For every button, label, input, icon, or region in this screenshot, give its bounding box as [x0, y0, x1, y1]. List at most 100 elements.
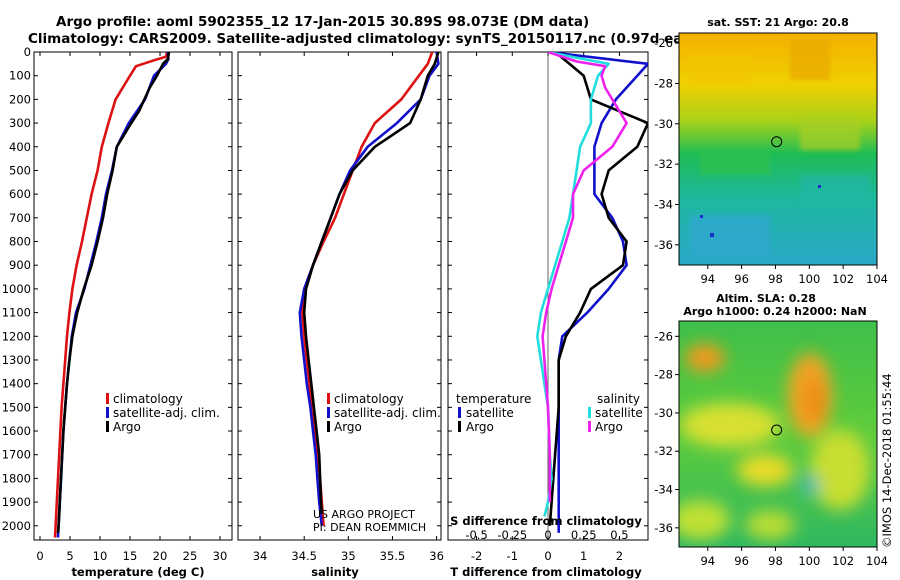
y-tick-label: 2000 [2, 519, 31, 533]
x-tick-label: 0 [36, 549, 43, 563]
sst-map-image [679, 33, 877, 265]
series-climatology [53, 52, 169, 538]
x-tick-label: 35.5 [380, 549, 406, 563]
y-tick-label: 800 [9, 235, 31, 249]
salinity-xlabel: salinity [311, 565, 359, 579]
x-tick-label: 15 [123, 549, 138, 563]
temperature-xlabel: temperature (deg C) [71, 565, 204, 579]
y-tick-label: -32 [654, 157, 673, 171]
x-tick-label: 96 [734, 272, 749, 286]
y-tick-label: -28 [654, 76, 673, 90]
x-tick-label: 10 [93, 549, 108, 563]
difference-x2label: S difference from climatology [450, 514, 642, 528]
series-argo [56, 52, 171, 534]
y-tick-label: -36 [654, 521, 673, 535]
y-tick-label: 1200 [2, 329, 31, 343]
y-tick-label: 100 [9, 69, 31, 83]
legend-swatch-climatology [106, 393, 109, 404]
legend-label-satellite: satellite-adj. clim. [334, 406, 441, 420]
x2-tick-label: 0.25 [571, 528, 597, 542]
x-tick-label: 104 [866, 554, 888, 568]
legend-label-s-argo: Argo [595, 420, 623, 434]
x-tick-label: 20 [153, 549, 168, 563]
title-line-2: Climatology: CARS2009. Satellite-adjuste… [28, 31, 720, 47]
x2-tick-label: -0.5 [465, 528, 487, 542]
y-tick-label: -32 [654, 444, 673, 458]
legend-swatch-t-satellite [458, 407, 461, 418]
y-tick-label: 400 [9, 140, 31, 154]
legend-swatch-s-satellite [588, 407, 591, 418]
x-tick-label: 96 [734, 554, 749, 568]
y-tick-label: 700 [9, 211, 31, 225]
temperature-profile-frame [33, 51, 233, 541]
salinity-profile-panel: 34 34.5 35 35.5 36 [237, 51, 444, 563]
series-s-argo [541, 52, 628, 503]
y-tick-label: 1700 [2, 448, 31, 462]
legend-label-climatology: climatology [113, 392, 183, 406]
legend-label-t-argo: Argo [466, 420, 494, 434]
y-tick-label: 200 [9, 92, 31, 106]
sst-map-title: sat. SST: 21 Argo: 20.8 [707, 16, 849, 29]
y-tick-label: 1600 [2, 424, 31, 438]
sla-map-image [679, 321, 877, 547]
imos-credit: ©IMOS 14-Dec-2018 01:55:44 [880, 373, 894, 548]
y-tick-label: 900 [9, 258, 31, 272]
x-tick-label: 94 [700, 272, 715, 286]
y-tick-label: 1300 [2, 353, 31, 367]
sst-map-axes: 94 96 98 100 102 104 -26 -28 -30 -32 -34 -36 [654, 32, 888, 286]
series-satellite-adj-clim- [56, 52, 170, 538]
y-tick-label: 300 [9, 116, 31, 130]
legend-label-t-satellite: satellite [466, 406, 514, 420]
series-t-argo [548, 52, 648, 526]
x-tick-label: 36 [429, 549, 444, 563]
charts-layer: 0100200300400500600700800900100011001200… [2, 32, 888, 568]
legend-swatch-t-argo [458, 421, 461, 432]
y-tick-label: 1400 [2, 377, 31, 391]
y-tick-label: 1100 [2, 306, 31, 320]
x-tick-label: 5 [66, 549, 73, 563]
legend-label-satellite: satellite-adj. clim. [113, 406, 220, 420]
sla-map-axes: 94 96 98 100 102 104 -26 -28 -30 -32 -34 -36 [654, 320, 888, 568]
legend-swatch-climatology [327, 393, 330, 404]
y-tick-label: 1900 [2, 495, 31, 509]
x-tick-label: 0 [544, 549, 551, 563]
y-tick-label: -30 [654, 117, 673, 131]
x-tick-label: 98 [768, 272, 783, 286]
y-tick-label: -26 [654, 36, 673, 50]
x-tick-label: -2 [471, 549, 482, 563]
series-argo [302, 52, 440, 514]
project-credit: US ARGO PROJECT [313, 508, 415, 521]
y-tick-label: 0 [24, 45, 31, 59]
y-tick-label: 500 [9, 163, 31, 177]
y-tick-label: 1800 [2, 471, 31, 485]
legend-swatch-satellite [327, 407, 330, 418]
legend-label-s-satellite: satellite [595, 406, 643, 420]
title-line-1: Argo profile: aoml 5902355_12 17-Jan-201… [56, 14, 589, 30]
difference-profile-panel: -2 -1 0 1 2-0.5 -0.25 0 0.25 0.5 [447, 51, 649, 563]
legend-label-argo: Argo [334, 420, 362, 434]
difference-legend: temperature satellite Argo salinity sate… [456, 392, 643, 434]
x-tick-label: 35 [341, 549, 356, 563]
temperature-legend: climatology satellite-adj. clim. Argo [106, 392, 220, 434]
x-tick-label: 100 [798, 554, 820, 568]
y-tick-label: -26 [654, 329, 673, 343]
x-tick-label: 102 [832, 272, 854, 286]
sla-map-title: Altim. SLA: 0.28 [716, 292, 816, 305]
legend-swatch-satellite [106, 407, 109, 418]
sla-map-subtitle: Argo h1000: 0.24 h2000: NaN [683, 305, 866, 318]
x-tick-label: 1 [580, 549, 587, 563]
pi-credit: PI: DEAN ROEMMICH [313, 521, 426, 534]
x-tick-label: 2 [616, 549, 623, 563]
legend-swatch-argo [327, 421, 330, 432]
sst-map-frame [678, 32, 878, 266]
legend-swatch-argo [106, 421, 109, 432]
y-tick-label: -28 [654, 368, 673, 382]
y-tick-label: -34 [654, 483, 673, 497]
x2-tick-label: -0.25 [497, 528, 527, 542]
series-t-satellite [547, 52, 648, 533]
y-tick-label: 1000 [2, 282, 31, 296]
series-satellite-adj-clim- [298, 52, 440, 526]
x-tick-label: 104 [866, 272, 888, 286]
x-tick-label: 98 [768, 554, 783, 568]
